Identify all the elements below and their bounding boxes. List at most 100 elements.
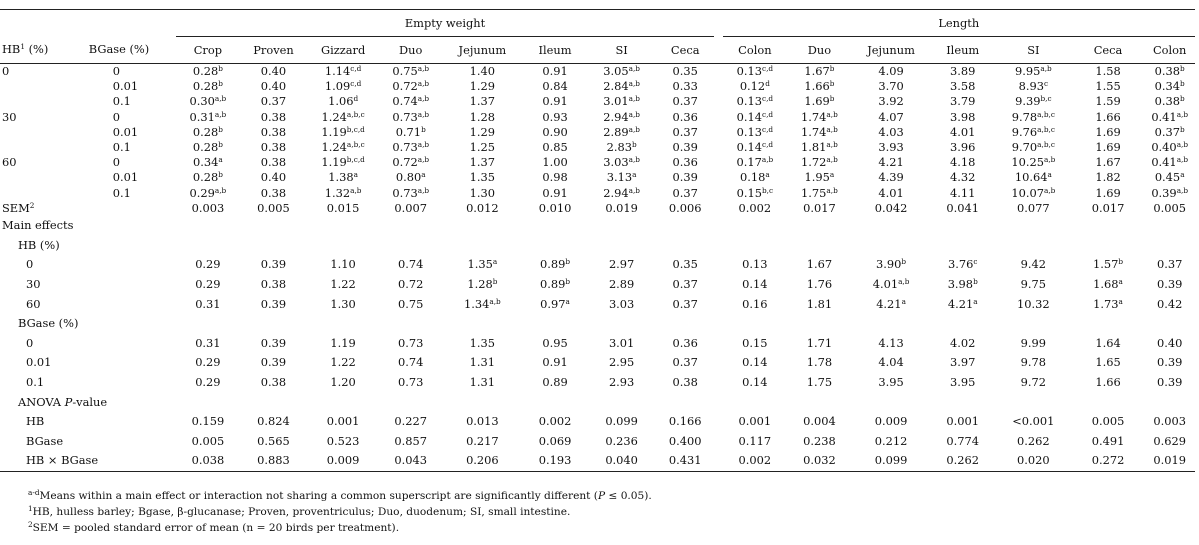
table-cell: 0.93 [542,109,568,124]
table-cell: 0.91 [542,94,568,109]
anova-heading: ANOVA P-value [18,394,108,409]
table-cell: 0.14c,d [736,140,774,155]
table-cell: 3.95 [950,374,976,389]
table-cell: 0.40 [260,170,287,185]
table-cell: 0.29 [195,276,221,291]
table-cell: 3.58 [950,79,976,94]
table-cell: 2.93 [608,374,635,389]
table-cell: 1.30 [469,185,496,200]
column-header: SI [995,36,1072,64]
table-cell: 0.238 [803,433,836,448]
table-cell: 3.01a,b [603,94,640,109]
table-row: 30 0 0.31a,b 0.38 1.24a,b,c 0.73a,b 1.28 0.93 2.… [0,110,1195,125]
table-cell: 1.59 [1095,94,1121,109]
table-cell: 0.206 [442,451,523,472]
hb-level: 60 [2,155,17,170]
table-cell: 0.017 [1091,200,1125,215]
table-cell: 1.37 [469,94,496,109]
table-cell: 1.19 [330,335,356,350]
table-cell: 4.01a,b [872,276,910,291]
table-cell: 0.236 [605,433,638,448]
bgase-level: 0.01 [112,170,139,185]
table-cell: 9.99 [1020,335,1047,350]
column-header: Ileum [522,36,588,64]
table-cell: 4.13 [878,335,904,350]
table-cell: 1.66 [1095,109,1121,124]
column-header: Ceca [655,36,715,64]
table-cell: 1.32a,b [324,185,362,200]
table-cell: 1.00 [542,155,568,170]
table-cell: 0.38 [260,140,287,155]
table-cell: 3.98b [947,276,978,291]
table-cell: 0.35 [672,64,698,79]
table-cell: 0.37 [260,94,287,109]
table-cell: 2.89a,b [603,124,640,139]
table-cell: 0.40 [260,64,287,79]
column-header: Duo [379,36,442,64]
table-row: 0 0.29 0.39 1.10 0.74 1.35a 0.89b 2.97 0.35 0.13 1… [0,255,1195,275]
table-cell: 0.099 [605,414,638,429]
table-cell: 0.36 [672,155,698,170]
table-cell: 0.37 [1156,257,1183,272]
table-cell: 1.67b [804,64,835,79]
table-cell: 3.98 [950,109,976,124]
table-cell: 9.42 [1020,257,1047,272]
table-cell: 9.78a,b,c [1011,109,1055,124]
table-cell: 0.003 [191,200,225,215]
table-cell: 10.32 [1017,296,1050,311]
table-cell: 1.19b,c,d [321,124,365,139]
table-cell: 0.31 [195,335,221,350]
bgase-level: 0.01 [112,79,139,94]
table-cell: 0.193 [522,451,588,472]
table-cell: 0.45a [1154,170,1185,185]
table-row: 0.1 0.30a,b 0.37 1.06d 0.74a,b 1.37 0.91 3.01a,… [0,94,1195,109]
table-cell: 1.64 [1095,335,1121,350]
table-cell: 2.83b [606,140,637,155]
table-cell: 0.74 [398,355,424,370]
table-cell: 10.64a [1014,170,1052,185]
column-header: Gizzard [306,36,380,64]
table-cell: 1.06d [328,94,359,109]
table-cell: 0.38 [260,276,287,291]
hb-level [0,94,87,109]
table-cell: 0.85 [542,140,568,155]
table-cell: 0.42 [1156,296,1183,311]
table-cell: 1.38a [328,170,358,185]
table-cell: 0.041 [946,200,980,215]
anova-effect-label: HB × BGase [0,451,176,472]
table-cell: 0.34b [1154,79,1185,94]
table-cell: 0.72a,b [392,79,430,94]
table-cell: 1.66 [1095,374,1121,389]
table-cell: 1.58 [1095,64,1121,79]
table-cell: 0.12d [739,79,770,94]
table-cell: 0.35 [672,257,698,272]
table-cell: 9.72 [1020,374,1047,389]
table-cell: 9.75 [1020,276,1047,291]
table-cell: 0.009 [874,414,908,429]
bgase-column-header: BGase (%) [86,36,176,64]
table-cell: 0.18a [739,170,770,185]
table-cell: 0.41a,b [1151,109,1189,124]
table-body: 0 0 0.28b 0.40 1.14c,d 0.75a,b 1.40 0.91 3.05a,b… [0,64,1195,472]
table-cell: 1.73a [1093,296,1123,311]
footnote-sem: 2SEM = pooled standard error of mean (n … [28,520,400,534]
table-cell: 10.07a,b [1011,185,1056,200]
table-cell: 0.37 [672,355,698,370]
column-header: Duo [787,36,852,64]
table-cell: 0.565 [257,433,290,448]
table-cell: 0.14 [742,374,768,389]
table-cell: 0.002 [722,451,788,472]
table-cell: 0.006 [668,200,702,215]
footnote-significance: a-dMeans within a main effect or interac… [28,488,652,502]
table-cell: 4.02 [950,335,976,350]
table-cell: 0.39 [260,257,287,272]
table-cell: 0.217 [466,433,499,448]
table-cell: 0.069 [538,433,572,448]
bgase-level: 0.1 [112,94,131,109]
table-cell: 3.96 [950,140,976,155]
table-cell: 1.35a [467,257,498,272]
table-cell: 10.25a,b [1011,155,1056,170]
table-cell: 1.76 [806,276,833,291]
table-cell: 0.38 [260,374,287,389]
